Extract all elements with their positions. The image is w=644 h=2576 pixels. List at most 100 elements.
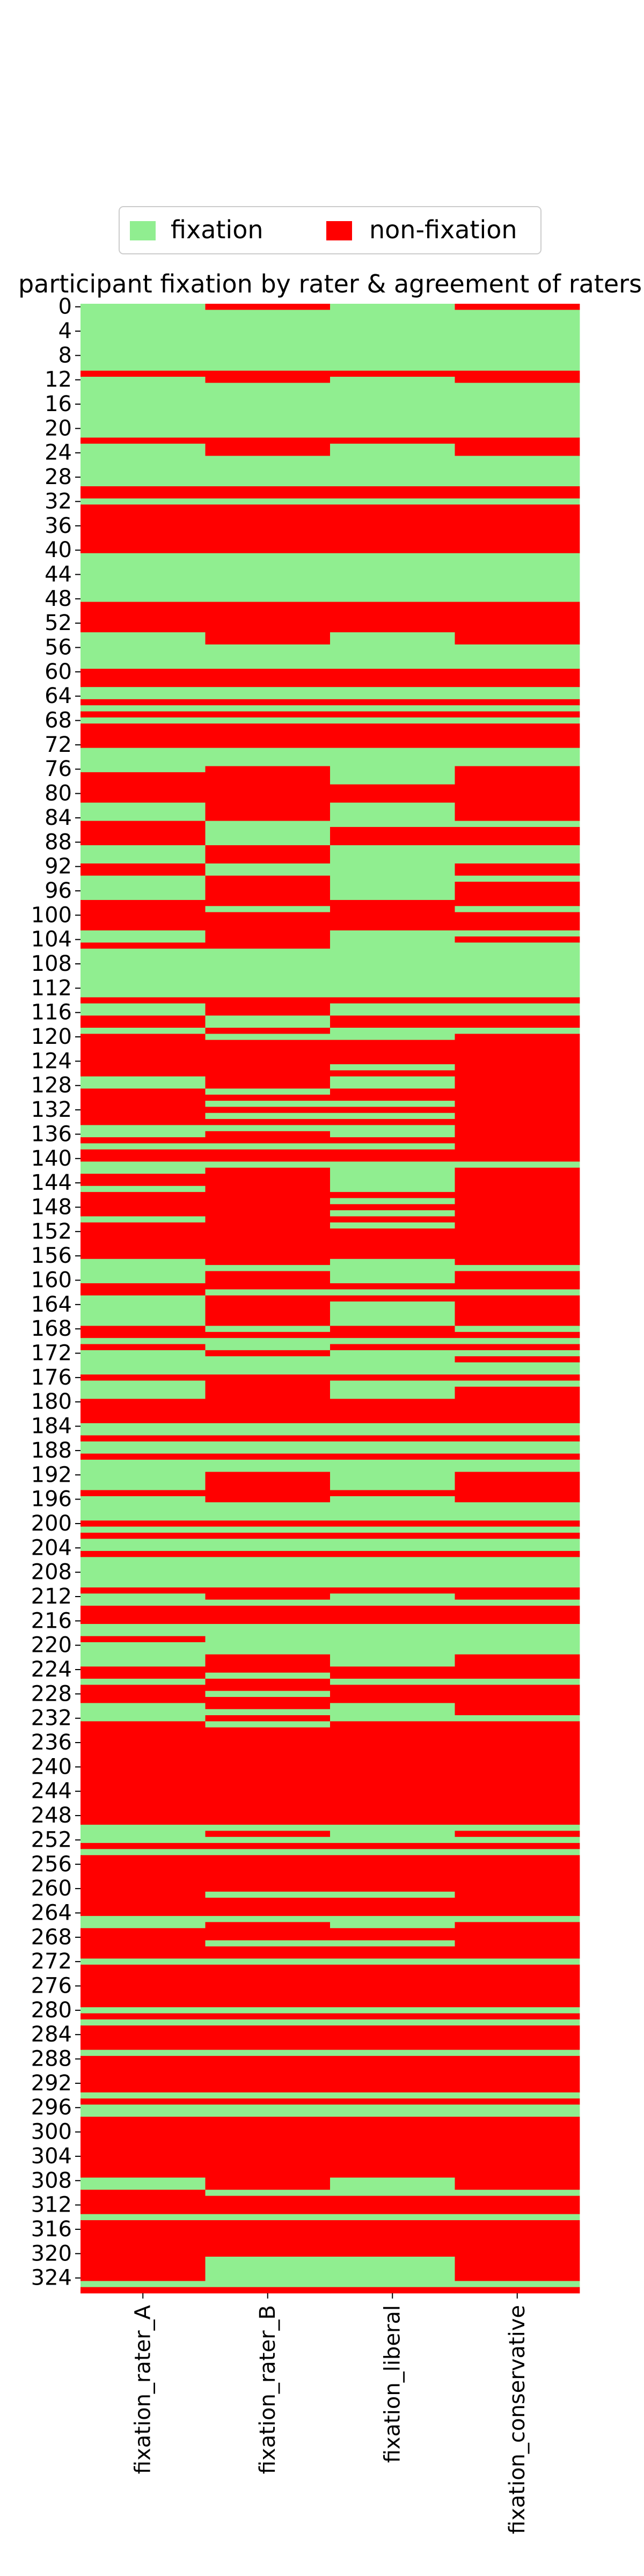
y-tick-label: 160 bbox=[31, 1268, 72, 1292]
heatmap-cell bbox=[205, 821, 331, 846]
heatmap-cell bbox=[455, 553, 580, 602]
heatmap-cell bbox=[455, 906, 580, 913]
heatmap-cell bbox=[455, 1435, 580, 1442]
heatmap-cell bbox=[80, 772, 206, 803]
heatmap-cell bbox=[80, 602, 206, 633]
y-tick-label: 132 bbox=[31, 1097, 72, 1122]
heatmap-cell bbox=[330, 802, 455, 828]
heatmap-cell bbox=[205, 1350, 331, 1357]
heatmap-cell bbox=[205, 997, 331, 1016]
y-tick-label: 260 bbox=[31, 1876, 72, 1901]
heatmap-cell bbox=[330, 1721, 455, 1825]
heatmap-cell bbox=[80, 486, 206, 499]
heatmap-cell bbox=[205, 498, 331, 505]
heatmap-cell bbox=[80, 1258, 206, 1284]
heatmap-cell bbox=[205, 1526, 331, 1533]
y-tick-label: 16 bbox=[45, 392, 72, 416]
heatmap-cell bbox=[80, 1137, 206, 1144]
y-tick-label: 36 bbox=[45, 514, 72, 538]
y-tick-label: 0 bbox=[58, 295, 72, 319]
heatmap-cell bbox=[455, 1605, 580, 1624]
heatmap-cell bbox=[455, 383, 580, 438]
heatmap-cell bbox=[330, 1289, 455, 1296]
y-tick-label: 56 bbox=[45, 635, 72, 660]
heatmap-cell bbox=[455, 1715, 580, 1722]
heatmap-cell bbox=[80, 1185, 206, 1192]
heatmap-cell bbox=[330, 2013, 455, 2020]
y-tick-label: 252 bbox=[31, 1827, 72, 1852]
heatmap-cell bbox=[330, 2117, 455, 2178]
heatmap-cell bbox=[330, 845, 455, 901]
heatmap-cell bbox=[80, 2281, 206, 2288]
heatmap-cell bbox=[205, 1374, 331, 1424]
heatmap-cell bbox=[330, 1015, 455, 1028]
heatmap-cell bbox=[80, 1557, 206, 1588]
y-tick-label: 192 bbox=[31, 1462, 72, 1487]
heatmap-cell bbox=[330, 826, 455, 846]
heatmap-cell bbox=[455, 1423, 580, 1436]
heatmap-cell bbox=[205, 1836, 331, 1843]
heatmap-cell bbox=[455, 644, 580, 669]
heatmap-cell bbox=[330, 930, 455, 998]
heatmap-cell bbox=[80, 1350, 206, 1375]
heatmap-cell bbox=[330, 1216, 455, 1223]
heatmap-cell bbox=[330, 1295, 455, 1302]
heatmap-cell bbox=[205, 2220, 331, 2257]
heatmap-cell bbox=[80, 1916, 206, 1929]
heatmap-cell bbox=[330, 1258, 455, 1284]
heatmap-cell bbox=[80, 2220, 206, 2281]
heatmap-cell bbox=[455, 1356, 580, 1363]
heatmap-cell bbox=[330, 1520, 455, 1527]
heatmap-cell bbox=[80, 2092, 206, 2099]
heatmap-cell bbox=[80, 1423, 206, 1436]
y-tick-label: 72 bbox=[45, 733, 72, 757]
heatmap-cell bbox=[205, 1015, 331, 1028]
heatmap-cell bbox=[330, 1891, 455, 1898]
heatmap-cell bbox=[330, 1283, 455, 1290]
heatmap-cell bbox=[80, 2019, 206, 2026]
heatmap-cell bbox=[330, 1070, 455, 1077]
y-tick-label: 48 bbox=[45, 587, 72, 611]
heatmap-cell bbox=[330, 1301, 455, 1326]
heatmap-cell bbox=[205, 948, 331, 998]
heatmap-cell bbox=[80, 2287, 206, 2294]
heatmap-cell bbox=[455, 1338, 580, 1344]
heatmap-cell bbox=[330, 2104, 455, 2117]
heatmap-cell bbox=[455, 1362, 580, 1375]
heatmap-cell bbox=[455, 748, 580, 766]
heatmap-cell bbox=[455, 1587, 580, 1600]
heatmap-cell bbox=[330, 1204, 455, 1211]
heatmap-cell bbox=[330, 723, 455, 748]
heatmap-cell bbox=[205, 1964, 331, 2008]
heatmap-cell bbox=[80, 437, 206, 444]
heatmap-cell bbox=[205, 1855, 331, 1892]
x-axis: fixation_rater_A fixation_rater_B fixation… bbox=[130, 2293, 530, 2534]
heatmap-cell bbox=[80, 1028, 206, 1034]
heatmap-cell bbox=[455, 997, 580, 1004]
heatmap-cell bbox=[330, 2025, 455, 2050]
y-tick-label: 124 bbox=[31, 1049, 72, 1073]
heatmap-cell bbox=[330, 1113, 455, 1119]
heatmap-cell bbox=[455, 1836, 580, 1843]
heatmap-cell bbox=[80, 1520, 206, 1527]
heatmap-cell bbox=[80, 1453, 206, 1460]
heatmap-cell bbox=[205, 1679, 331, 1692]
heatmap-cell bbox=[80, 1441, 206, 1454]
heatmap-cell bbox=[205, 2013, 331, 2020]
heatmap-cell bbox=[455, 1386, 580, 1424]
heatmap-cell bbox=[205, 1697, 331, 1710]
heatmap-cell bbox=[455, 1161, 580, 1168]
heatmap-cell bbox=[80, 1526, 206, 1533]
y-tick-label: 156 bbox=[31, 1243, 72, 1268]
heatmap-cell bbox=[455, 2287, 580, 2294]
heatmap-cell bbox=[205, 370, 331, 383]
heatmap-cell bbox=[330, 2092, 455, 2099]
y-tick-label: 188 bbox=[31, 1438, 72, 1463]
y-tick-label: 84 bbox=[45, 806, 72, 830]
heatmap-cell bbox=[330, 437, 455, 444]
y-axis: 0481216202428323640444852566064687276808… bbox=[31, 295, 80, 2290]
heatmap-cell bbox=[205, 1034, 331, 1041]
heatmap-cell bbox=[455, 1502, 580, 1521]
heatmap-cell bbox=[205, 1331, 331, 1338]
heatmap-cell bbox=[205, 2214, 331, 2221]
